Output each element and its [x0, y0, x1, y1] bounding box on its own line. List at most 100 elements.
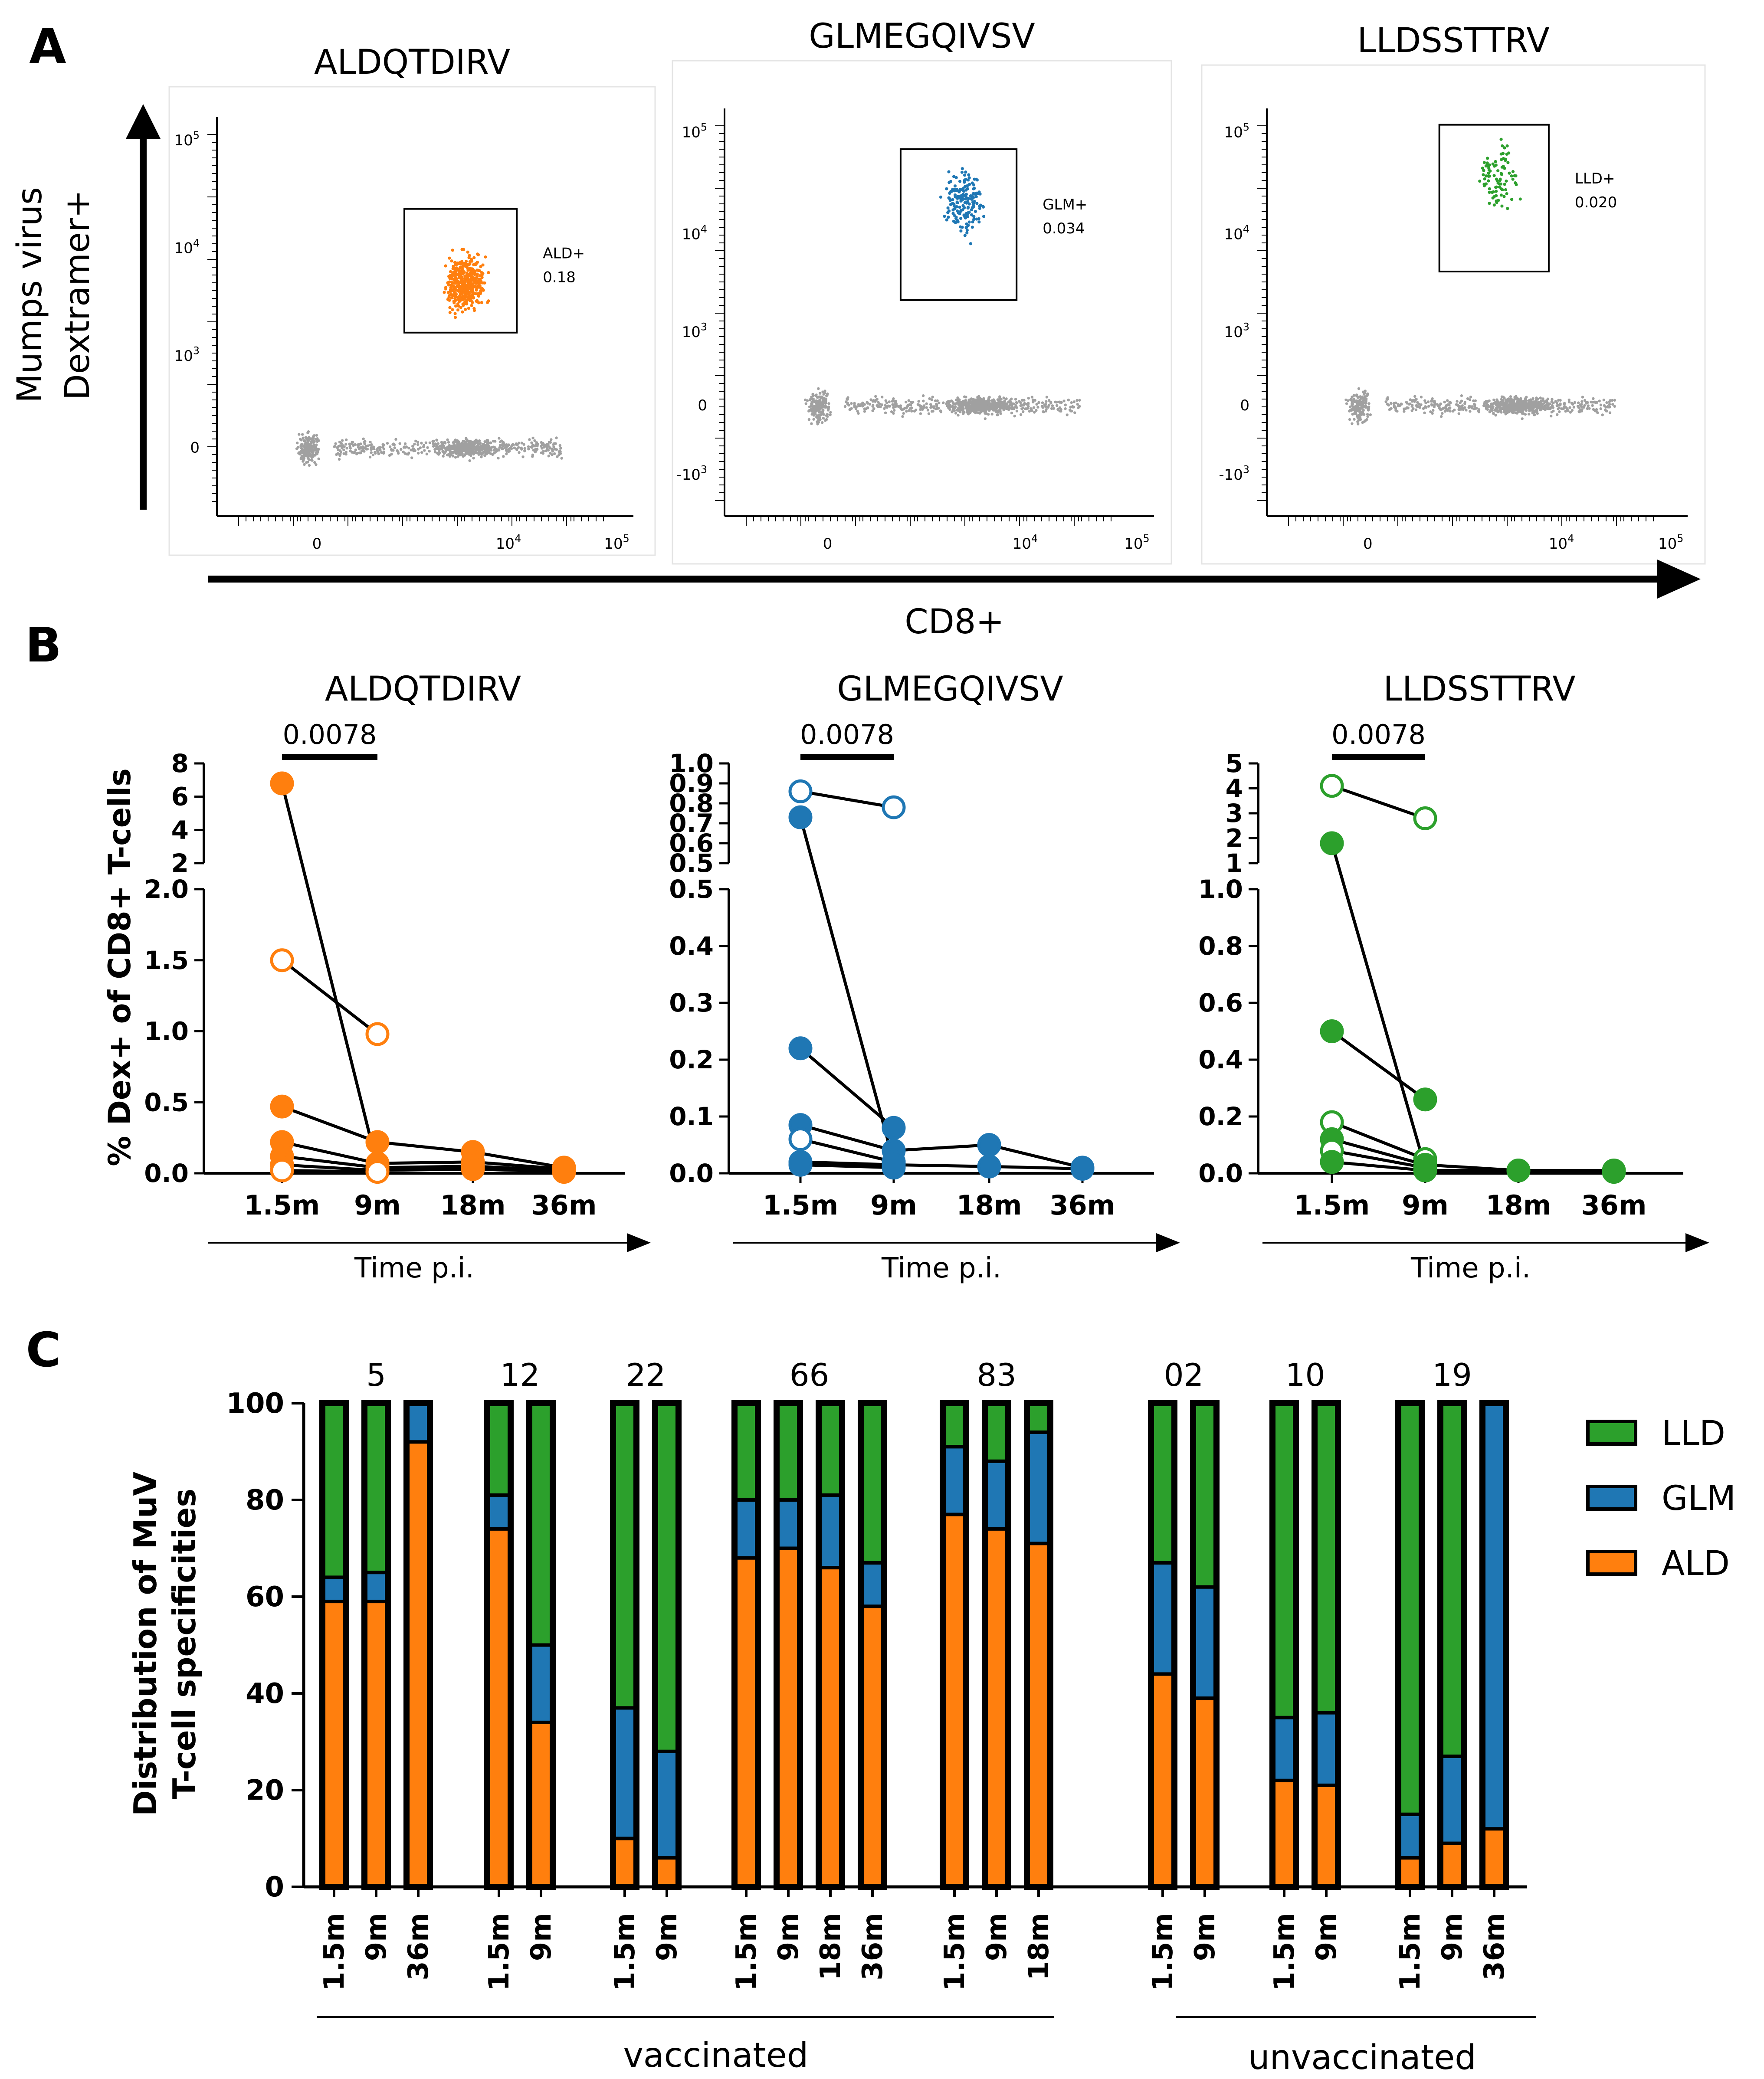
flow-event-positive — [953, 184, 957, 188]
flow-event-negative — [517, 446, 520, 449]
flow-event-positive — [965, 226, 968, 229]
flow-event-negative — [1595, 401, 1599, 404]
flow-event-negative — [813, 399, 816, 403]
flow-event-negative — [1348, 409, 1351, 412]
flow-event-negative — [398, 442, 401, 445]
flow-event-negative — [1357, 396, 1361, 399]
flow-event-positive — [461, 261, 464, 265]
flow-event-negative — [935, 403, 938, 406]
bar-segment-glm — [1027, 1432, 1050, 1544]
flow-event-negative — [1539, 408, 1542, 412]
flow-event-positive — [965, 229, 969, 232]
bar-segment-lld — [655, 1403, 679, 1752]
flow-event-negative — [928, 397, 931, 400]
bar-x-tick-label: 9m — [361, 1913, 393, 1961]
flow-event-negative — [1556, 413, 1559, 416]
flow-event-negative — [338, 458, 341, 461]
bar-segment-glm — [655, 1751, 679, 1858]
flow-event-negative — [850, 407, 853, 410]
bar-segment-lld — [985, 1403, 1008, 1461]
flow-event-positive — [1505, 152, 1508, 156]
flow-event-negative — [334, 442, 337, 445]
flow-event-positive — [446, 291, 450, 294]
flow-event-negative — [1538, 401, 1541, 404]
flow-event-negative — [486, 439, 489, 442]
flow-event-negative — [1485, 402, 1488, 405]
bar-group-02: 02 1.5m 9m — [1147, 1357, 1221, 1991]
flow-event-negative — [824, 400, 827, 403]
flow-event-negative — [1439, 415, 1443, 418]
flow-event-positive — [466, 250, 469, 254]
flow-x-tick-label: 0 — [823, 535, 833, 553]
flow-event-negative — [1483, 404, 1487, 408]
flow-event-negative — [853, 402, 856, 405]
y-tick-label: 2 — [171, 848, 189, 878]
flow-event-negative — [1445, 405, 1448, 408]
flow-event-negative — [486, 451, 489, 454]
flow-event-negative — [479, 447, 482, 450]
flow-event-negative — [520, 446, 523, 450]
flow-event-negative — [443, 446, 446, 449]
flow-gate-label: GLM+ — [1043, 196, 1087, 213]
flow-event-negative — [897, 405, 900, 408]
flow-event-positive — [466, 273, 469, 276]
flow-event-negative — [1044, 409, 1048, 413]
flow-event-positive — [959, 188, 962, 192]
flow-event-negative — [1490, 402, 1493, 406]
flow-event-negative — [1357, 399, 1361, 403]
data-point — [1413, 806, 1437, 830]
flow-event-negative — [499, 444, 502, 447]
flow-event-negative — [1414, 408, 1418, 411]
flow-event-negative — [927, 412, 931, 415]
flow-event-negative — [971, 399, 974, 402]
flow-event-negative — [1369, 413, 1372, 416]
flow-event-negative — [1350, 397, 1353, 401]
flow-event-negative — [892, 412, 895, 415]
flow-event-positive — [977, 192, 980, 195]
flow-event-positive — [459, 266, 462, 269]
flow-event-negative — [1064, 403, 1067, 406]
flow-event-negative — [553, 442, 556, 445]
flow-event-negative — [883, 407, 886, 410]
flow-event-negative — [510, 445, 513, 448]
flow-event-negative — [441, 443, 444, 446]
bar-segment-glm — [943, 1447, 966, 1515]
flow-event-negative — [1431, 397, 1434, 400]
flow-event-negative — [905, 400, 908, 404]
y-axis-title: % Dex+ of CD8+ T-cells — [102, 768, 138, 1166]
series-line — [281, 959, 379, 1035]
y-tick-label: 1 — [1226, 848, 1243, 878]
data-point — [977, 1154, 1001, 1179]
flow-event-negative — [1070, 401, 1073, 404]
flow-event-negative — [936, 399, 939, 403]
time-axis-arrowhead — [1685, 1233, 1709, 1252]
bar-group-label: 19 — [1432, 1357, 1472, 1393]
flow-event-negative — [344, 450, 348, 454]
flow-event-negative — [477, 442, 480, 445]
flow-event-negative — [549, 452, 552, 455]
flow-event-negative — [993, 409, 996, 412]
flow-event-positive — [971, 203, 975, 206]
flow-event-negative — [1521, 400, 1524, 403]
data-point — [1070, 1157, 1095, 1181]
flow-event-negative — [1069, 406, 1072, 409]
flow-event-negative — [1577, 401, 1580, 404]
flow-event-positive — [967, 183, 971, 186]
legend-swatch-glm — [1586, 1485, 1637, 1511]
flow-event-negative — [407, 446, 410, 450]
series-line — [282, 1140, 378, 1165]
flow-event-negative — [1412, 407, 1415, 410]
flow-event-negative — [1580, 405, 1583, 408]
flow-event-negative — [829, 413, 832, 416]
flow-event-negative — [317, 457, 320, 461]
flow-event-negative — [477, 451, 481, 454]
flow-event-negative — [914, 408, 918, 412]
flow-event-positive — [1511, 170, 1515, 174]
flow-event-negative — [446, 438, 449, 442]
flow-event-negative — [510, 447, 513, 450]
x-tick-label: 1.5m — [763, 1189, 838, 1221]
flow-event-positive — [470, 304, 473, 307]
flow-event-positive — [454, 268, 457, 272]
flow-event-negative — [1532, 413, 1536, 416]
flow-event-positive — [962, 190, 966, 193]
